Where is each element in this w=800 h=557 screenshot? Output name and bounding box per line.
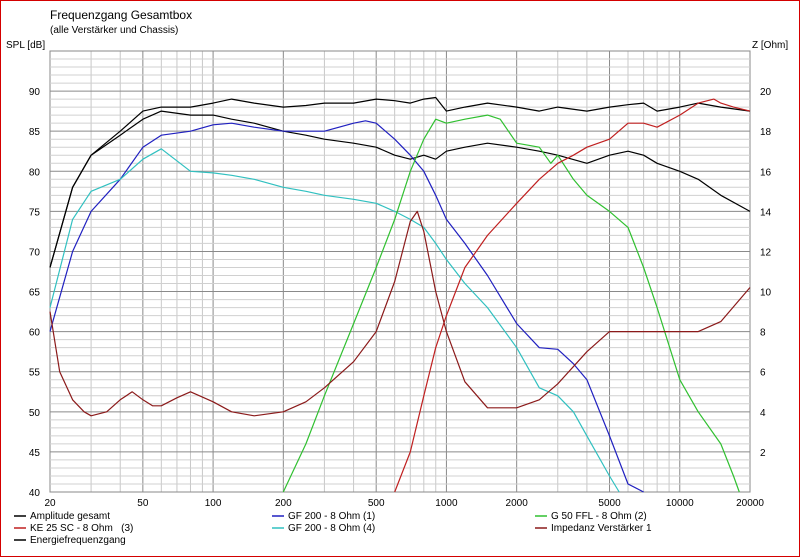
y-tick-label-right: 12 bbox=[760, 247, 772, 258]
legend-entry: Impedanz Verstärker 1 bbox=[551, 523, 652, 534]
series-line-gf-200-8-ohm-1 bbox=[49, 120, 644, 493]
tick-labels: 20 50 100 200 500 1000 2000 5000 10000 2000040455… bbox=[29, 87, 772, 509]
y-tick-label-right: 4 bbox=[760, 408, 766, 419]
x-tick-label: 500 bbox=[368, 498, 385, 509]
y-tick-label-left: 90 bbox=[29, 87, 41, 98]
series-line-ke-25-sc-8-ohm-3 bbox=[394, 98, 751, 493]
x-tick-label: 20 bbox=[44, 498, 56, 509]
y-tick-label-left: 50 bbox=[29, 408, 41, 419]
y-tick-label-left: 65 bbox=[29, 288, 41, 299]
series-line-gf-200-8-ohm-4 bbox=[49, 148, 620, 493]
chart-subtitle: (alle Verstärker und Chassis) bbox=[50, 25, 179, 36]
y-tick-label-right: 2 bbox=[760, 448, 766, 459]
y-tick-label-left: 80 bbox=[29, 167, 41, 178]
legend-entry: Energiefrequenzgang bbox=[30, 535, 126, 546]
series-line-impedanz-verst-rker-1 bbox=[49, 210, 751, 417]
y-tick-label-left: 55 bbox=[29, 368, 41, 379]
y-tick-label-left: 40 bbox=[29, 488, 41, 499]
y-tick-label-left: 45 bbox=[29, 448, 41, 459]
y-tick-label-right: 14 bbox=[760, 207, 772, 218]
legend-entry: GF 200 - 8 Ohm (4) bbox=[288, 523, 375, 534]
legend-entry: GF 200 - 8 Ohm (1) bbox=[288, 511, 375, 522]
x-tick-label: 5000 bbox=[598, 498, 621, 509]
series-line-g-50-ffl-8-ohm-2 bbox=[282, 114, 740, 493]
series-line-energiefrequenzgang bbox=[49, 110, 751, 268]
x-tick-label: 10000 bbox=[666, 498, 694, 509]
y-tick-label-right: 18 bbox=[760, 127, 772, 138]
x-tick-label: 100 bbox=[205, 498, 222, 509]
y-tick-label-left: 70 bbox=[29, 247, 41, 258]
y-tick-label-left: 85 bbox=[29, 127, 41, 138]
x-tick-label: 50 bbox=[137, 498, 149, 509]
series-group bbox=[49, 96, 751, 493]
y-tick-label-right: 16 bbox=[760, 167, 772, 178]
y-axis-label-left: SPL [dB] bbox=[6, 40, 46, 51]
chart-title: Frequenzgang Gesamtbox bbox=[50, 8, 193, 22]
x-tick-label: 1000 bbox=[435, 498, 458, 509]
x-tick-label: 20000 bbox=[736, 498, 764, 509]
legend-entry: KE 25 SC - 8 Ohm (3) bbox=[30, 523, 133, 534]
y-tick-label-left: 75 bbox=[29, 207, 41, 218]
grid bbox=[49, 50, 751, 493]
legend-entry: G 50 FFL - 8 Ohm (2) bbox=[551, 511, 647, 522]
y-tick-label-left: 60 bbox=[29, 328, 41, 339]
series-line-amplitude-gesamt bbox=[49, 96, 751, 268]
x-tick-label: 2000 bbox=[506, 498, 529, 509]
y-tick-label-right: 20 bbox=[760, 87, 772, 98]
y-tick-label-right: 6 bbox=[760, 368, 766, 379]
legend-entry: Amplitude gesamt bbox=[30, 511, 110, 522]
y-tick-label-right: 10 bbox=[760, 288, 772, 299]
y-tick-label-right: 8 bbox=[760, 328, 766, 339]
y-axis-label-right: Z [Ohm] bbox=[752, 40, 789, 51]
x-tick-label: 200 bbox=[275, 498, 292, 509]
